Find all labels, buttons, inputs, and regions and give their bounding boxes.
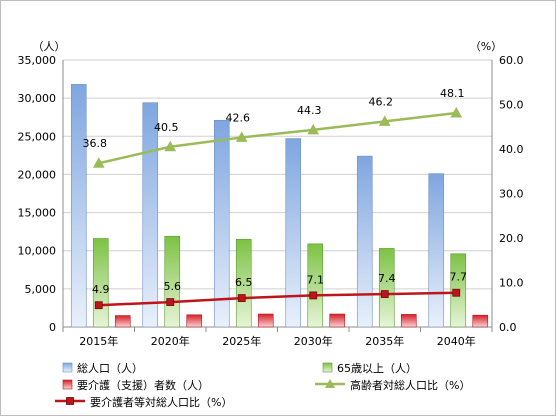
data-labels: 36.8 40.5 42.6 44.3 46.2 48.1 4.9 5.6 6.5 7.1 7.4 7… (83, 87, 468, 296)
legend-label: 要介護者等対総人口比（%） (90, 395, 232, 409)
legend-label: 総人口（人） (77, 361, 143, 375)
series-line (98, 291, 457, 307)
series-line (98, 111, 457, 165)
legend-label: 高齢者対総人口比（%） (350, 378, 470, 392)
data-label: 5.6 (164, 280, 182, 293)
data-label: 7.7 (450, 271, 468, 284)
point (378, 115, 391, 126)
bar (235, 238, 252, 328)
legend-marker (66, 397, 74, 405)
point (452, 288, 461, 297)
data-label: 42.6 (226, 111, 251, 124)
x-tick-label: 2040年 (437, 334, 476, 348)
bar (329, 313, 346, 328)
data-label: 7.1 (307, 273, 325, 286)
legend: 総人口（人） 65歳以上（人） 要介護（支援）者数（人） 高齢者対総人口比（%） 要介護… (55, 361, 470, 409)
y-left-tick-label: 10,000 (18, 245, 57, 258)
data-label: 48.1 (440, 87, 465, 100)
point (164, 140, 177, 152)
y-left-unit: （人） (33, 40, 66, 53)
legend-label: 要介護（支援）者数（人） (77, 378, 209, 392)
bar (142, 102, 159, 328)
y-left-tick-label: 20,000 (18, 168, 57, 181)
y-right-tick-label: 30.0 (499, 188, 524, 201)
data-label: 40.5 (154, 121, 179, 134)
legend-swatch (62, 362, 73, 373)
point (235, 131, 248, 142)
point (92, 157, 105, 168)
point (450, 106, 463, 118)
data-label: 6.5 (235, 276, 253, 289)
legend-label: 65歳以上（人） (337, 362, 417, 375)
point (94, 301, 103, 310)
data-label: 7.4 (378, 272, 396, 285)
bar (213, 119, 230, 328)
data-label: 44.3 (297, 104, 322, 117)
legend-marker (325, 379, 335, 388)
bar (472, 314, 489, 328)
y-left-tick-label: 15,000 (18, 207, 57, 220)
bar (257, 313, 274, 328)
y-left-tick-label: 25,000 (18, 130, 57, 143)
y-right-tick-label: 10.0 (499, 277, 524, 290)
point (166, 298, 175, 306)
lines (92, 106, 463, 310)
x-tick-label: 2035年 (365, 334, 404, 348)
axes: 0 5,000 10,000 15,000 20,000 25,000 30,000 35,0… (18, 40, 524, 348)
x-tick-label: 2025年 (222, 334, 261, 348)
y-right-tick-label: 60.0 (499, 54, 524, 67)
data-label: 4.9 (92, 283, 110, 296)
data-label: 36.8 (83, 137, 108, 150)
x-tick-label: 2020年 (151, 334, 190, 348)
bar (285, 138, 302, 328)
point (237, 294, 246, 302)
point (307, 123, 320, 135)
bar (428, 173, 445, 328)
x-tick-label: 2030年 (294, 334, 333, 348)
bar (114, 315, 131, 328)
bar (307, 243, 324, 328)
y-right-tick-label: 50.0 (499, 99, 524, 112)
bars (70, 84, 489, 328)
x-tick-label: 2015年 (79, 334, 118, 348)
point (380, 290, 389, 298)
y-right-unit: （%） (470, 40, 502, 53)
y-left-tick-label: 30,000 (18, 92, 57, 105)
legend-swatch (322, 362, 333, 373)
y-left-tick-label: 0 (49, 321, 56, 334)
bar (400, 314, 417, 328)
legend-swatch (62, 379, 73, 390)
bar (70, 84, 87, 328)
bar (356, 155, 373, 328)
data-label: 46.2 (369, 95, 394, 108)
y-right-tick-label: 0.0 (499, 321, 517, 334)
y-left-tick-label: 35,000 (18, 54, 57, 67)
point (309, 291, 318, 300)
bar (378, 248, 395, 328)
y-right-tick-label: 20.0 (499, 232, 524, 245)
y-left-tick-label: 5,000 (25, 283, 57, 296)
y-right-tick-label: 40.0 (499, 143, 524, 156)
gridlines (63, 59, 492, 328)
bar (186, 314, 203, 328)
